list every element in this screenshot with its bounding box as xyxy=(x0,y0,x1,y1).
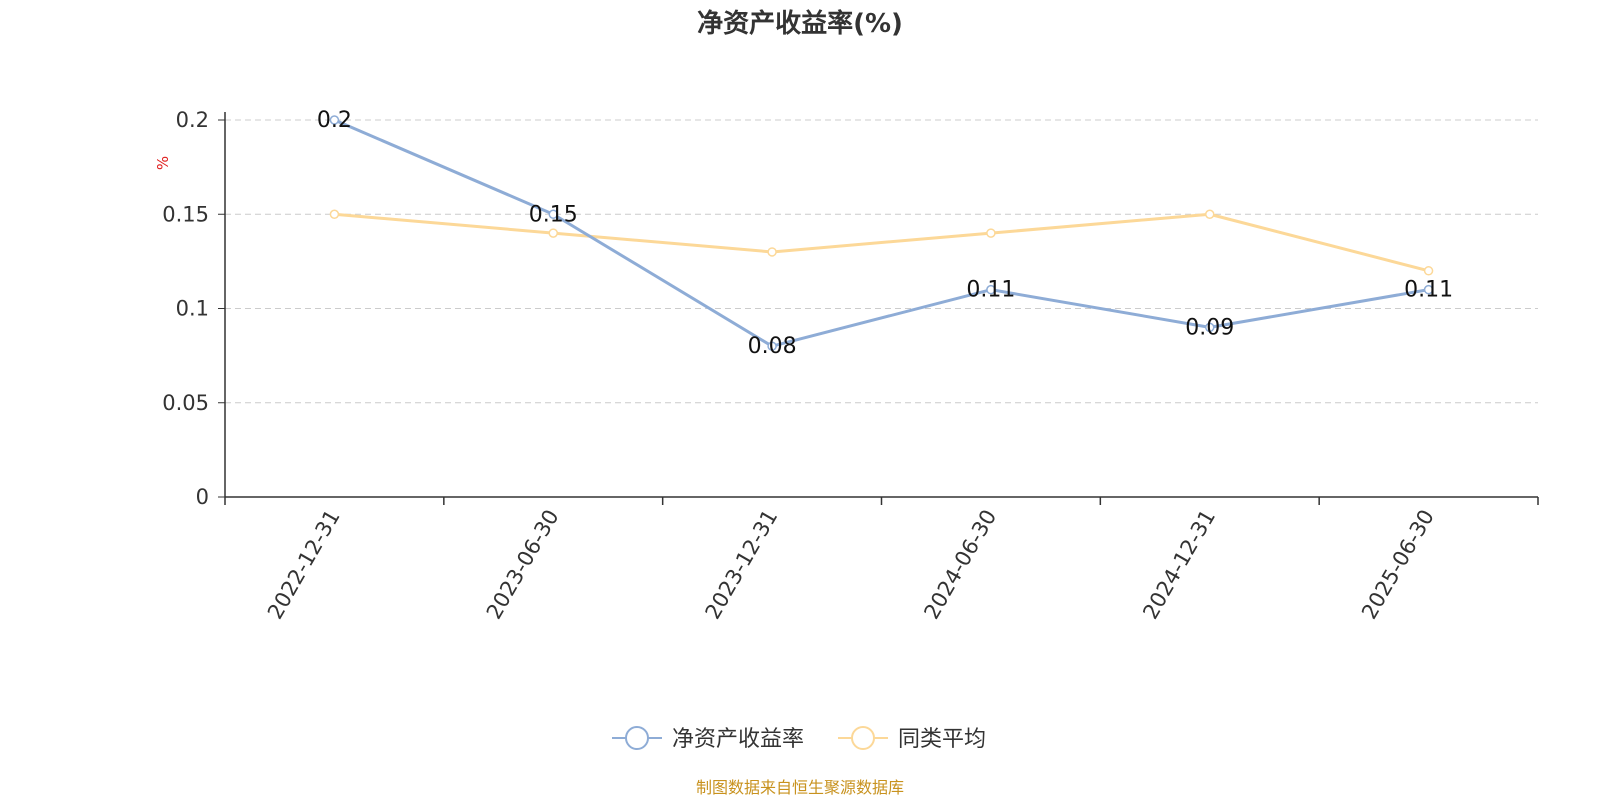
series-line-0 xyxy=(333,118,1429,348)
legend-item-1[interactable]: 同类平均 xyxy=(838,726,986,752)
x-tick-label-2: 2023-12-31 xyxy=(701,506,783,624)
series-1-point-0 xyxy=(329,209,340,219)
y-tick-label-1: 0.05 xyxy=(162,391,209,415)
series-0-point-5 xyxy=(1423,284,1434,295)
y-tick-label-0: 0 xyxy=(196,485,209,509)
axes: 0 0.05 0.1 0.15 0.2 2022-12-31 2023-06-30 2023-… xyxy=(162,108,1539,624)
grid xyxy=(225,119,1538,404)
series-1-point-4 xyxy=(1205,209,1215,219)
data-label-5: 0.11 xyxy=(1404,278,1453,303)
data-labels: 0.2 0.15 0.08 0.11 0.09 0.11 xyxy=(317,108,1453,359)
series-0-point-3 xyxy=(986,284,996,295)
data-label-1: 0.15 xyxy=(529,202,578,227)
x-tick-label-4: 2024-12-31 xyxy=(1138,506,1220,624)
data-label-3: 0.11 xyxy=(966,278,1015,303)
y-tick-label-2: 0.1 xyxy=(176,297,209,321)
series-line-1 xyxy=(334,212,1429,273)
series-0-point-0 xyxy=(329,115,340,125)
x-tick-label-0: 2022-12-31 xyxy=(263,506,345,624)
data-label-4: 0.09 xyxy=(1185,315,1234,340)
series-1-point-5 xyxy=(1423,266,1434,276)
series-layer xyxy=(329,115,1434,351)
x-tick-label-3: 2024-06-30 xyxy=(919,506,1001,624)
legend[interactable]: 净资产收益率 同类平均 xyxy=(612,726,986,752)
y-tick-label-4: 0.2 xyxy=(176,108,209,132)
series-1-point-1 xyxy=(548,228,558,238)
series-0-point-2 xyxy=(767,341,777,351)
legend-marker-1 xyxy=(851,726,875,750)
series-1-point-2 xyxy=(767,247,777,257)
data-label-2: 0.08 xyxy=(748,334,797,359)
source-note: 制图数据来自恒生聚源数据库 xyxy=(696,778,904,797)
x-tick-label-1: 2023-06-30 xyxy=(482,506,564,624)
x-tick-label-5: 2025-06-30 xyxy=(1357,506,1439,624)
y-tick-label-3: 0.15 xyxy=(162,202,209,226)
legend-label-0: 净资产收益率 xyxy=(672,727,804,752)
series-0-point-1 xyxy=(548,209,558,219)
chart-title: 净资产收益率(%) xyxy=(697,8,903,39)
data-label-0: 0.2 xyxy=(317,108,352,133)
legend-label-1: 同类平均 xyxy=(898,727,986,752)
y-axis-unit: % xyxy=(154,156,172,170)
legend-marker-0 xyxy=(625,726,649,750)
series-1-point-3 xyxy=(986,228,996,238)
legend-item-0[interactable]: 净资产收益率 xyxy=(612,726,804,752)
series-0-point-4 xyxy=(1205,322,1215,333)
